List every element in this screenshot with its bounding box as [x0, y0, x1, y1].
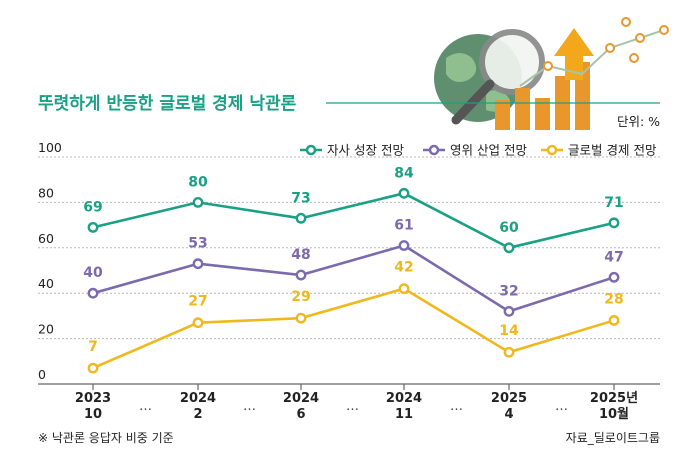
data-label: 28 [604, 291, 623, 307]
data-label: 84 [394, 165, 414, 181]
data-point [192, 258, 204, 270]
data-label: 60 [499, 220, 519, 236]
footnote: ※ 낙관론 응답자 비중 기준 [38, 431, 174, 445]
series-2: 40 53 48 61 32 47 [83, 218, 624, 317]
y-tick-label: 40 [38, 276, 54, 291]
data-point [503, 346, 515, 358]
series-line [92, 192, 615, 250]
data-point [295, 212, 307, 224]
x-tick-label-month: 4 [504, 407, 513, 422]
x-axis-separator: … [346, 399, 359, 414]
y-tick-label: 20 [38, 322, 54, 337]
chart-title: 뚜렷하게 반등한 글로벌 경제 낙관론 [38, 94, 297, 114]
x-tick-label-month: 10월 [599, 406, 629, 422]
x-axis-separator: … [139, 399, 152, 414]
legend-label: 글로벌 경제 전망 [568, 143, 657, 158]
data-point [608, 315, 620, 326]
data-label: 27 [188, 294, 207, 310]
series-1: 69 80 73 84 60 71 [83, 165, 624, 254]
y-tick-label: 80 [38, 185, 54, 200]
series-line [92, 244, 615, 313]
data-point [398, 187, 410, 199]
x-tick-label-month: 6 [296, 407, 305, 422]
data-label: 29 [291, 289, 310, 305]
x-tick-label-year: 2025년 [590, 391, 638, 406]
x-tick-label-year: 2023 [75, 391, 111, 406]
data-point [87, 362, 99, 374]
series-3: 7 27 29 42 14 28 [87, 260, 624, 374]
y-tick-label: 60 [38, 231, 54, 246]
grid [38, 156, 660, 385]
data-label: 69 [83, 199, 102, 215]
legend-swatch-marker [546, 144, 558, 156]
x-tick-label-year: 2024 [386, 391, 422, 406]
legend-swatch-marker [305, 144, 317, 156]
data-label: 47 [604, 249, 623, 265]
data-point [295, 312, 307, 324]
x-tick-label-month: 2 [193, 407, 202, 422]
x-axis-separator: … [555, 399, 568, 414]
source-note: 자료_딜로이트그룹 [566, 431, 660, 445]
data-point [608, 271, 620, 283]
data-label: 71 [604, 195, 623, 211]
legend: 자사 성장 전망 영위 산업 전망 글로벌 경제 전망 [300, 143, 657, 158]
legend-label: 영위 산업 전망 [450, 143, 527, 158]
data-label: 73 [291, 190, 310, 206]
data-point [398, 240, 410, 251]
x-axis-separator: … [450, 399, 463, 414]
data-point [398, 283, 410, 295]
data-point [87, 287, 99, 299]
x-tick-label-year: 2024 [180, 391, 216, 406]
x-tick-label-year: 2025 [491, 391, 527, 406]
data-point [192, 196, 204, 208]
economy-illustration [434, 17, 669, 130]
data-label: 53 [188, 236, 207, 252]
unit-label: 단위: % [617, 114, 660, 129]
x-axis-separator: … [243, 399, 256, 414]
y-tick-label: 100 [38, 140, 62, 155]
legend-label: 자사 성장 전망 [327, 143, 404, 158]
series-layer: 69 80 73 84 60 71 40 53 48 61 32 47 7 27 29 42 14 28 [83, 165, 624, 374]
data-label: 80 [188, 174, 208, 190]
x-tick-label-year: 2024 [283, 391, 319, 406]
data-point [503, 242, 515, 254]
data-label: 48 [291, 247, 310, 263]
y-axis: 0 20 40 60 80 100 [38, 140, 62, 382]
x-tick-label-month: 11 [395, 407, 413, 422]
data-label: 7 [88, 339, 98, 355]
data-point [608, 217, 620, 229]
y-tick-label: 0 [38, 367, 46, 382]
x-tick-label-month: 10 [84, 407, 102, 422]
data-point [295, 269, 307, 281]
data-label: 14 [499, 323, 519, 339]
data-point [503, 305, 515, 317]
legend-swatch-marker [428, 144, 440, 156]
series-line [92, 287, 615, 370]
data-point [192, 317, 204, 329]
data-label: 40 [83, 265, 103, 281]
data-label: 32 [499, 283, 518, 299]
data-point [87, 221, 99, 233]
data-label: 42 [394, 260, 413, 276]
data-label: 61 [394, 218, 413, 234]
